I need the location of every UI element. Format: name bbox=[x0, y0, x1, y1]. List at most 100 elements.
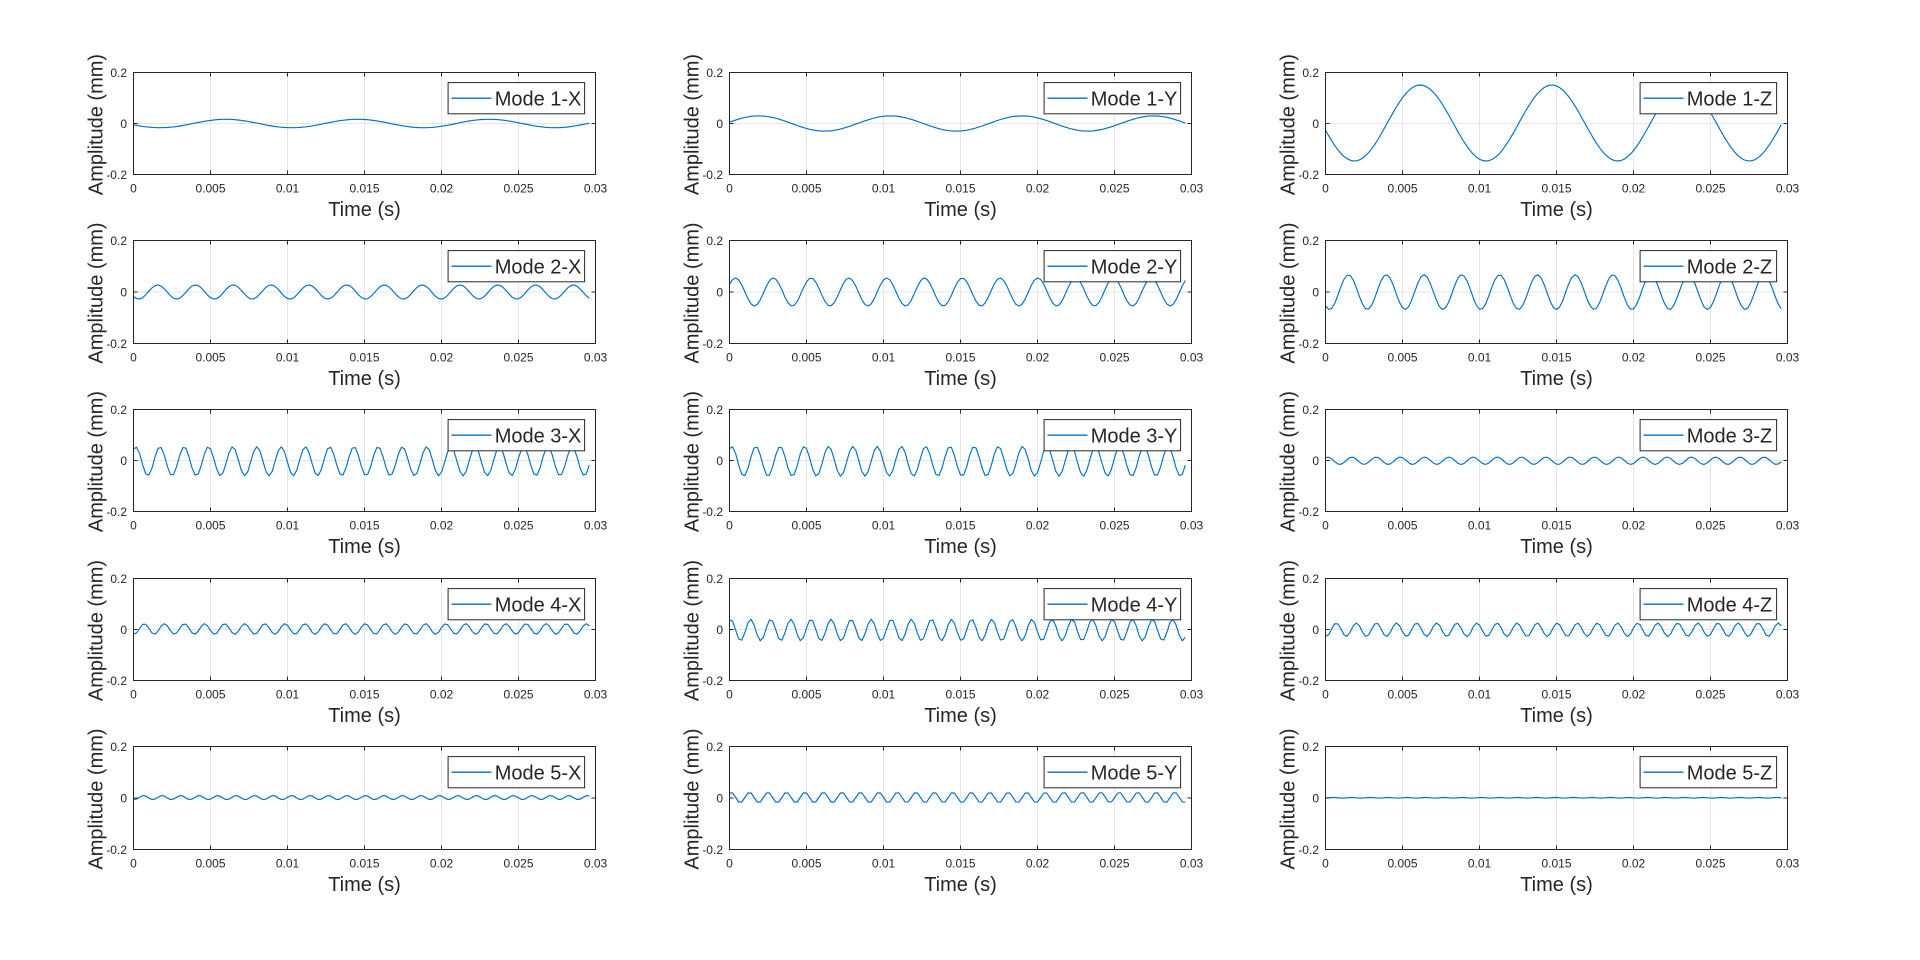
svg-text:Amplitude (mm): Amplitude (mm) bbox=[1278, 560, 1300, 701]
svg-text:0: 0 bbox=[130, 519, 137, 533]
svg-text:0.015: 0.015 bbox=[945, 182, 975, 196]
svg-text:0.025: 0.025 bbox=[1099, 688, 1129, 702]
svg-text:-0.2: -0.2 bbox=[702, 168, 723, 182]
svg-text:0.005: 0.005 bbox=[1387, 182, 1417, 196]
svg-text:Mode 3-X: Mode 3-X bbox=[495, 425, 582, 447]
svg-text:0.015: 0.015 bbox=[1541, 688, 1571, 702]
svg-text:0.02: 0.02 bbox=[1622, 182, 1646, 196]
svg-text:0.02: 0.02 bbox=[1026, 857, 1050, 871]
svg-text:0.025: 0.025 bbox=[1695, 857, 1725, 871]
svg-text:0.2: 0.2 bbox=[1302, 740, 1319, 754]
svg-text:Mode 1-Y: Mode 1-Y bbox=[1091, 88, 1178, 110]
svg-text:Amplitude (mm): Amplitude (mm) bbox=[682, 391, 704, 532]
svg-text:0.015: 0.015 bbox=[349, 351, 379, 365]
svg-text:0.03: 0.03 bbox=[1180, 519, 1204, 533]
svg-text:0.005: 0.005 bbox=[791, 857, 821, 871]
svg-text:0.015: 0.015 bbox=[1541, 351, 1571, 365]
svg-text:Mode 2-Y: Mode 2-Y bbox=[1091, 256, 1178, 278]
svg-text:0.03: 0.03 bbox=[1776, 519, 1800, 533]
svg-text:0.02: 0.02 bbox=[430, 857, 454, 871]
svg-text:0.2: 0.2 bbox=[1302, 66, 1319, 80]
svg-text:0: 0 bbox=[1312, 454, 1319, 468]
svg-text:-0.2: -0.2 bbox=[106, 168, 127, 182]
svg-text:Mode 3-Y: Mode 3-Y bbox=[1091, 425, 1178, 447]
svg-text:0: 0 bbox=[1322, 857, 1329, 871]
svg-text:0: 0 bbox=[726, 519, 733, 533]
svg-text:0: 0 bbox=[1322, 182, 1329, 196]
svg-text:-0.2: -0.2 bbox=[702, 505, 723, 519]
svg-text:0.015: 0.015 bbox=[945, 351, 975, 365]
svg-text:0: 0 bbox=[130, 688, 137, 702]
svg-text:0.02: 0.02 bbox=[1026, 519, 1050, 533]
svg-text:0.01: 0.01 bbox=[1468, 857, 1492, 871]
svg-text:0: 0 bbox=[716, 623, 723, 637]
svg-text:0.015: 0.015 bbox=[349, 688, 379, 702]
svg-text:Amplitude (mm): Amplitude (mm) bbox=[1278, 222, 1300, 363]
svg-text:0: 0 bbox=[726, 351, 733, 365]
svg-text:-0.2: -0.2 bbox=[1298, 337, 1319, 351]
svg-text:Mode 5-Y: Mode 5-Y bbox=[1091, 762, 1178, 784]
svg-text:Mode 4-Y: Mode 4-Y bbox=[1091, 594, 1178, 616]
svg-text:0.005: 0.005 bbox=[791, 351, 821, 365]
svg-text:0.025: 0.025 bbox=[503, 857, 533, 871]
svg-text:0.015: 0.015 bbox=[945, 519, 975, 533]
svg-text:0.03: 0.03 bbox=[1180, 182, 1204, 196]
svg-text:0.025: 0.025 bbox=[1099, 857, 1129, 871]
svg-text:0: 0 bbox=[726, 857, 733, 871]
svg-text:Amplitude (mm): Amplitude (mm) bbox=[682, 560, 704, 701]
svg-text:0: 0 bbox=[120, 623, 127, 637]
svg-text:-0.2: -0.2 bbox=[1298, 168, 1319, 182]
svg-text:0.01: 0.01 bbox=[1468, 351, 1492, 365]
svg-text:0.015: 0.015 bbox=[349, 857, 379, 871]
svg-text:0.005: 0.005 bbox=[1387, 857, 1417, 871]
svg-text:0.2: 0.2 bbox=[1302, 403, 1319, 417]
svg-text:0: 0 bbox=[130, 351, 137, 365]
svg-text:0.2: 0.2 bbox=[706, 572, 723, 586]
svg-text:Time (s): Time (s) bbox=[1520, 368, 1593, 390]
svg-text:0.02: 0.02 bbox=[1026, 688, 1050, 702]
svg-text:0: 0 bbox=[716, 791, 723, 805]
svg-text:0.03: 0.03 bbox=[584, 182, 608, 196]
svg-text:Time (s): Time (s) bbox=[328, 199, 401, 221]
svg-text:Time (s): Time (s) bbox=[328, 874, 401, 896]
svg-text:0.015: 0.015 bbox=[1541, 519, 1571, 533]
svg-text:0.01: 0.01 bbox=[1468, 688, 1492, 702]
svg-text:0.03: 0.03 bbox=[1180, 351, 1204, 365]
svg-text:Amplitude (mm): Amplitude (mm) bbox=[682, 222, 704, 363]
svg-text:0.01: 0.01 bbox=[1468, 182, 1492, 196]
svg-text:0.02: 0.02 bbox=[430, 351, 454, 365]
svg-text:-0.2: -0.2 bbox=[702, 674, 723, 688]
svg-text:0.005: 0.005 bbox=[1387, 519, 1417, 533]
svg-text:0: 0 bbox=[130, 857, 137, 871]
svg-text:-0.2: -0.2 bbox=[1298, 674, 1319, 688]
svg-text:Amplitude (mm): Amplitude (mm) bbox=[86, 54, 108, 195]
svg-text:0.02: 0.02 bbox=[1026, 351, 1050, 365]
svg-text:Amplitude (mm): Amplitude (mm) bbox=[1278, 391, 1300, 532]
svg-text:0.03: 0.03 bbox=[1180, 688, 1204, 702]
svg-text:0: 0 bbox=[120, 454, 127, 468]
svg-text:Time (s): Time (s) bbox=[1520, 199, 1593, 221]
svg-text:0.01: 0.01 bbox=[872, 182, 896, 196]
svg-text:0.02: 0.02 bbox=[430, 688, 454, 702]
svg-text:0.2: 0.2 bbox=[110, 66, 127, 80]
svg-text:0: 0 bbox=[120, 285, 127, 299]
svg-text:0.025: 0.025 bbox=[1099, 182, 1129, 196]
svg-text:0.2: 0.2 bbox=[706, 740, 723, 754]
svg-text:0: 0 bbox=[716, 285, 723, 299]
svg-text:-0.2: -0.2 bbox=[106, 674, 127, 688]
svg-text:0.02: 0.02 bbox=[1622, 857, 1646, 871]
svg-text:0.015: 0.015 bbox=[945, 688, 975, 702]
svg-text:0.2: 0.2 bbox=[1302, 234, 1319, 248]
svg-text:0.03: 0.03 bbox=[1180, 857, 1204, 871]
svg-text:0.01: 0.01 bbox=[872, 688, 896, 702]
svg-text:-0.2: -0.2 bbox=[106, 843, 127, 857]
svg-text:0.025: 0.025 bbox=[1695, 519, 1725, 533]
svg-text:0.015: 0.015 bbox=[349, 182, 379, 196]
svg-text:Mode 5-Z: Mode 5-Z bbox=[1687, 762, 1773, 784]
svg-text:Time (s): Time (s) bbox=[1520, 874, 1593, 896]
svg-text:0: 0 bbox=[1312, 623, 1319, 637]
svg-text:0.01: 0.01 bbox=[276, 857, 300, 871]
svg-text:Time (s): Time (s) bbox=[328, 536, 401, 558]
svg-text:0: 0 bbox=[716, 117, 723, 131]
svg-text:Amplitude (mm): Amplitude (mm) bbox=[86, 728, 108, 869]
